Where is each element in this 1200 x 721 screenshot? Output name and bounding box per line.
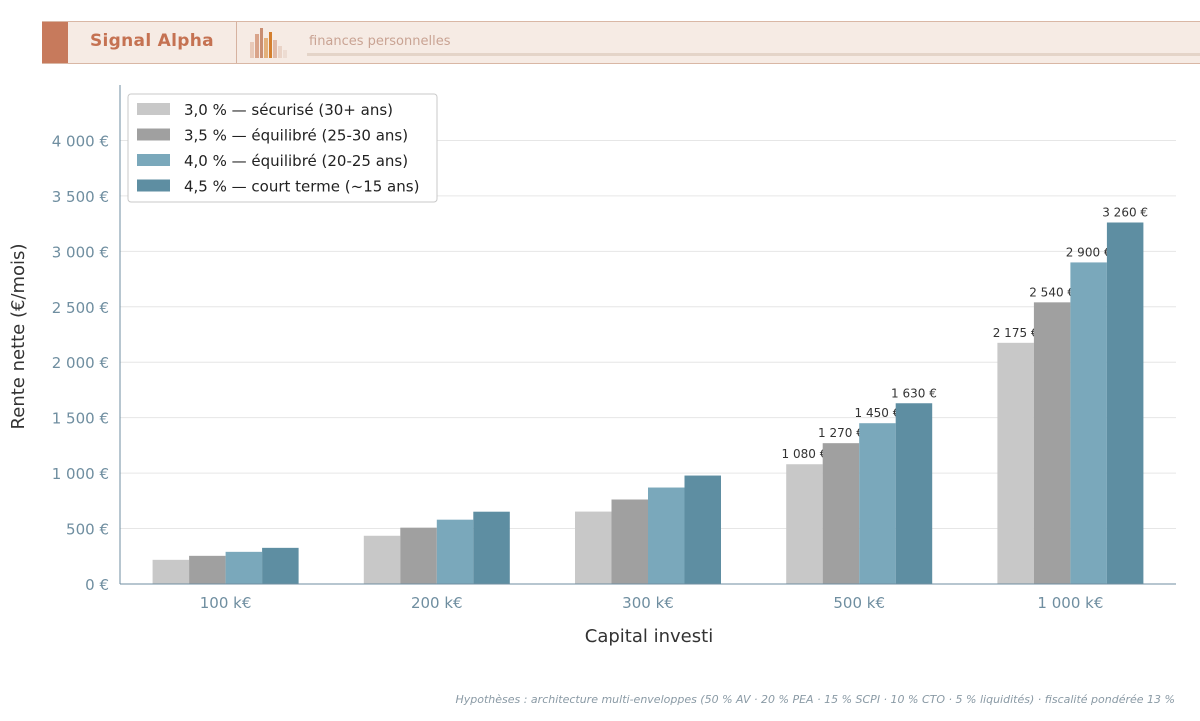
x-tick-label: 100 k€ (200, 594, 252, 612)
y-tick-label: 0 € (85, 576, 109, 594)
bar-value-label: 2 175 € (993, 326, 1039, 340)
bar[interactable] (822, 443, 860, 584)
tagline: finances personnelles (309, 34, 451, 49)
axes (119, 85, 1176, 585)
legend-swatch (137, 179, 170, 192)
legend-swatch (137, 154, 170, 166)
legend-swatch (137, 103, 170, 115)
footnote: Hypothèses : architecture multi-envelopp… (455, 693, 1175, 706)
bar-value-label: 3 260 € (1102, 206, 1148, 220)
bar-chart-logo-icon (250, 28, 287, 58)
y-axis-title: Rente nette (€/mois) (8, 244, 29, 430)
bar-value-label: 1 080 € (782, 447, 828, 461)
y-tick-label: 4 000 € (52, 132, 109, 150)
x-axis-title: Capital investi (585, 626, 713, 647)
legend-box (127, 93, 438, 203)
tick-labels: 0 € 500 € 1 000 € 1 500 € 2 000 € 2 500 € 3 00… (8, 132, 1103, 647)
y-tick-label: 3 000 € (52, 243, 109, 261)
legend-label[interactable]: 4,5 % — court terme (~15 ans) (184, 178, 419, 196)
bar-chart: 1 080 € 1 270 € 1 450 € 1 630 € 2 175 € 2 540… (8, 85, 1176, 647)
legend-swatch (137, 128, 170, 141)
bar[interactable] (786, 464, 823, 584)
x-tick-label: 500 k€ (833, 594, 885, 612)
bar[interactable] (895, 403, 933, 584)
bar[interactable] (1106, 222, 1144, 584)
legend: 3,0 % — sécurisé (30+ ans) 3,5 % — équili… (127, 93, 438, 203)
bar[interactable] (684, 475, 722, 584)
bars: 1 080 € 1 270 € 1 450 € 1 630 € 2 175 € 2 540… (152, 206, 1148, 584)
bar[interactable] (363, 535, 401, 584)
bar[interactable] (262, 547, 299, 584)
legend-label[interactable]: 3,5 % — équilibré (25-30 ans) (184, 127, 408, 145)
bar[interactable] (1033, 302, 1071, 584)
y-tick-label: 500 € (66, 521, 109, 539)
y-tick-label: 1 000 € (52, 465, 109, 483)
bar[interactable] (859, 423, 896, 584)
x-tick-label: 200 k€ (411, 594, 463, 612)
bar[interactable] (189, 555, 226, 584)
banner-divider (236, 22, 237, 63)
bar-value-label: 2 540 € (1029, 285, 1075, 299)
bar-value-label: 2 900 € (1066, 245, 1112, 259)
legend-label[interactable]: 4,0 % — équilibré (20-25 ans) (184, 152, 408, 170)
bar-value-label: 1 270 € (818, 426, 864, 440)
bar[interactable] (1070, 262, 1107, 584)
bar[interactable] (225, 551, 263, 584)
brand-accent-swatch (42, 22, 68, 63)
y-tick-label: 1 500 € (52, 410, 109, 428)
legend-label[interactable]: 3,0 % — sécurisé (30+ ans) (184, 101, 393, 119)
brand-name[interactable]: Signal Alpha (90, 31, 214, 51)
bar[interactable] (436, 519, 474, 584)
x-tick-label: 1 000 k€ (1037, 594, 1103, 612)
bar-value-label: 1 630 € (891, 386, 937, 400)
bar[interactable] (473, 511, 510, 584)
tagline-rule (307, 53, 1200, 56)
x-tick-label: 300 k€ (622, 594, 674, 612)
bar[interactable] (400, 527, 437, 584)
bar[interactable] (152, 559, 190, 584)
y-tick-label: 2 500 € (52, 299, 109, 317)
bar[interactable] (648, 487, 685, 584)
y-tick-label: 3 500 € (52, 188, 109, 206)
bar[interactable] (611, 499, 649, 584)
bar[interactable] (997, 342, 1034, 584)
header-banner: Signal Alpha finances personnelles (42, 21, 1200, 64)
y-tick-label: 2 000 € (52, 354, 109, 372)
bar-value-label: 1 450 € (855, 406, 901, 420)
bar[interactable] (575, 511, 612, 584)
